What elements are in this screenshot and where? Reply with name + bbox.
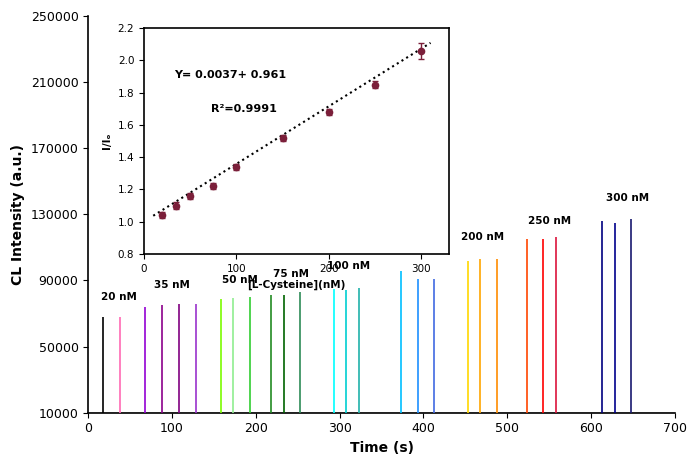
Text: 150 nM: 150 nM — [390, 244, 433, 254]
Y-axis label: CL Intensity (a.u.): CL Intensity (a.u.) — [11, 144, 25, 285]
Text: 35 nM: 35 nM — [154, 281, 189, 290]
X-axis label: Time (s): Time (s) — [350, 441, 414, 455]
Text: 75 nM: 75 nM — [273, 269, 309, 279]
Text: 200 nM: 200 nM — [461, 233, 505, 242]
Text: 50 nM: 50 nM — [223, 275, 258, 285]
Text: 100 nM: 100 nM — [327, 260, 370, 271]
Text: 250 nM: 250 nM — [528, 216, 572, 226]
Text: 20 nM: 20 nM — [101, 292, 137, 302]
Text: 300 nM: 300 nM — [606, 193, 649, 203]
